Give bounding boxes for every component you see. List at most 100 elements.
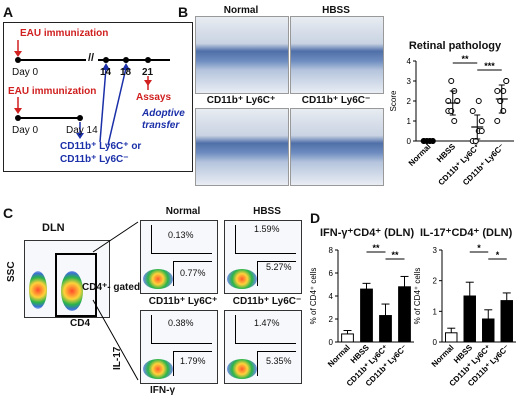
gate-upper-hbss [235, 225, 296, 254]
flow-plot-ly6c-pos [140, 310, 218, 384]
data-point [478, 128, 485, 134]
data-point [451, 118, 458, 124]
cluster-hbss [227, 269, 257, 289]
histology-ly6c-neg-title: CD11b⁺ Ly6C⁻ [301, 95, 371, 106]
ifn-chart-title: IFN-γ⁺CD4⁺ (DLN) [320, 227, 415, 239]
data-point [469, 108, 476, 114]
histology-normal-title: Normal [223, 5, 259, 16]
flow-plot-normal [140, 220, 218, 294]
day0-bottom: Day 0 [12, 125, 39, 136]
data-point [494, 118, 501, 124]
tick-14: 14 [100, 67, 112, 78]
significance-label: ** [391, 250, 399, 260]
significance-label: ** [461, 55, 469, 64]
gate-upper-normal [151, 225, 212, 254]
axis-break: // [88, 52, 95, 64]
pct-normal-lower: 0.77% [180, 268, 206, 278]
adoptive-transfer-label: Adoptive transfer [142, 108, 185, 131]
retinal-pathology-title: Retinal pathology [408, 40, 502, 52]
tick-18: 18 [120, 67, 132, 78]
gate-lower-normal [173, 261, 212, 286]
gate-lower-ly6c-pos [173, 351, 212, 376]
histology-ly6c-neg [290, 108, 384, 186]
y-tick-label: 4 [407, 57, 412, 66]
eau-immunization-top: EAU immunization [20, 28, 109, 39]
y-tick-label: 8 [329, 246, 334, 255]
pct-ly6c-pos-upper: 0.38% [168, 318, 194, 328]
day14-bottom: Day 14 [66, 125, 98, 136]
y-tick-label: 4 [329, 292, 334, 301]
cd4-gated-label: CD4⁺- gated [82, 282, 141, 293]
histology-hbss-title: HBSS [322, 5, 350, 16]
il17-chart-title: IL-17⁺CD4⁺ (DLN) [420, 227, 513, 239]
cluster-normal [143, 269, 173, 289]
pct-hbss-upper: 1.59% [254, 224, 280, 234]
cells-line1: CD11b⁺ Ly6C⁺ or [60, 141, 142, 152]
data-point [478, 118, 485, 124]
y-tick-label: 3 [407, 77, 412, 86]
y-axis-label: Score [389, 90, 398, 111]
cells-line2: CD11b⁺ Ly6C⁻ [60, 154, 129, 165]
y-tick-label: 6 [329, 269, 334, 278]
flow-plot-ly6c-neg [224, 310, 302, 384]
y-tick-label: 1 [407, 117, 412, 126]
panel-a-label: A [3, 4, 14, 20]
pct-normal-upper: 0.13% [168, 230, 194, 240]
panel-d-label: D [310, 210, 321, 226]
flow-ly6c-pos-title: CD11b⁺ Ly6C⁺ [148, 296, 218, 307]
histology-normal [195, 16, 289, 94]
bar [360, 288, 373, 343]
significance-label: * [496, 250, 500, 260]
bar [482, 318, 495, 343]
y-tick-label: 2 [329, 315, 334, 324]
flow-hbss-title: HBSS [253, 206, 281, 217]
cd4-axis-label: CD4 [70, 318, 91, 329]
histology-hbss [290, 16, 384, 94]
pct-ly6c-pos-lower: 1.79% [180, 356, 206, 366]
ifn-axis-label: IFN-γ [150, 385, 175, 396]
gate-upper-ly6c-pos [151, 315, 212, 344]
y-tick-label: 2 [407, 97, 412, 106]
y-axis-label: % of CD4⁺ cells [309, 268, 318, 325]
timeline-box [3, 22, 193, 172]
y-tick-label: 0 [433, 338, 438, 347]
data-point [448, 78, 455, 84]
flow-normal-title: Normal [165, 206, 201, 217]
flow-plot-hbss [224, 220, 302, 294]
dln-label: DLN [42, 222, 65, 234]
y-tick-label: 2 [433, 277, 438, 286]
day0-top: Day 0 [12, 67, 39, 78]
gate-lower-hbss [257, 261, 296, 286]
significance-label: * [477, 243, 481, 253]
y-axis-label: % of CD4⁺ cells [413, 268, 422, 325]
pct-hbss-lower: 5.27% [266, 262, 292, 272]
bar [500, 300, 513, 343]
assays-label: Assays [136, 92, 172, 103]
tick-21: 21 [142, 67, 154, 78]
y-tick-label: 3 [433, 246, 438, 255]
cd4-gate [55, 253, 97, 317]
histology-ly6c-pos [195, 108, 289, 186]
histology-ly6c-pos-title: CD11b⁺ Ly6C⁺ [206, 95, 276, 106]
panel-b-label: B [178, 4, 189, 20]
gate-upper-ly6c-neg [235, 315, 296, 344]
y-tick-label: 0 [407, 137, 412, 146]
significance-label: *** [484, 61, 495, 71]
y-tick-label: 0 [329, 338, 334, 347]
cluster-ly6c-neg [227, 359, 257, 379]
y-tick-label: 1 [433, 307, 438, 316]
bar [463, 295, 476, 343]
data-point [494, 88, 501, 94]
pct-ly6c-neg-upper: 1.47% [254, 318, 280, 328]
panel-c-label: C [3, 205, 14, 221]
bar [398, 286, 411, 343]
bar [445, 332, 458, 343]
cell-cluster-right [61, 271, 83, 311]
eau-immunization-bottom: EAU immunization [8, 86, 97, 97]
gate-lower-ly6c-neg [257, 351, 296, 376]
flow-ly6c-neg-title: CD11b⁺ Ly6C⁻ [232, 296, 302, 307]
pct-ly6c-neg-lower: 5.35% [266, 356, 292, 366]
